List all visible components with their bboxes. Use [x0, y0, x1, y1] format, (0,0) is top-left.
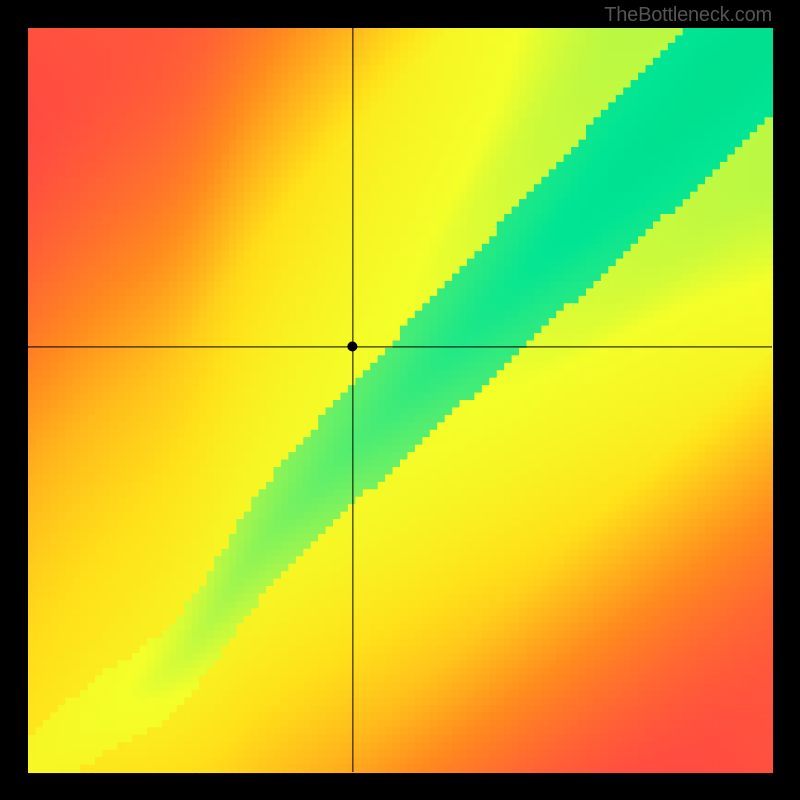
- watermark-text: TheBottleneck.com: [604, 4, 772, 27]
- chart-container: TheBottleneck.com: [0, 0, 800, 800]
- bottleneck-heatmap: [0, 0, 800, 800]
